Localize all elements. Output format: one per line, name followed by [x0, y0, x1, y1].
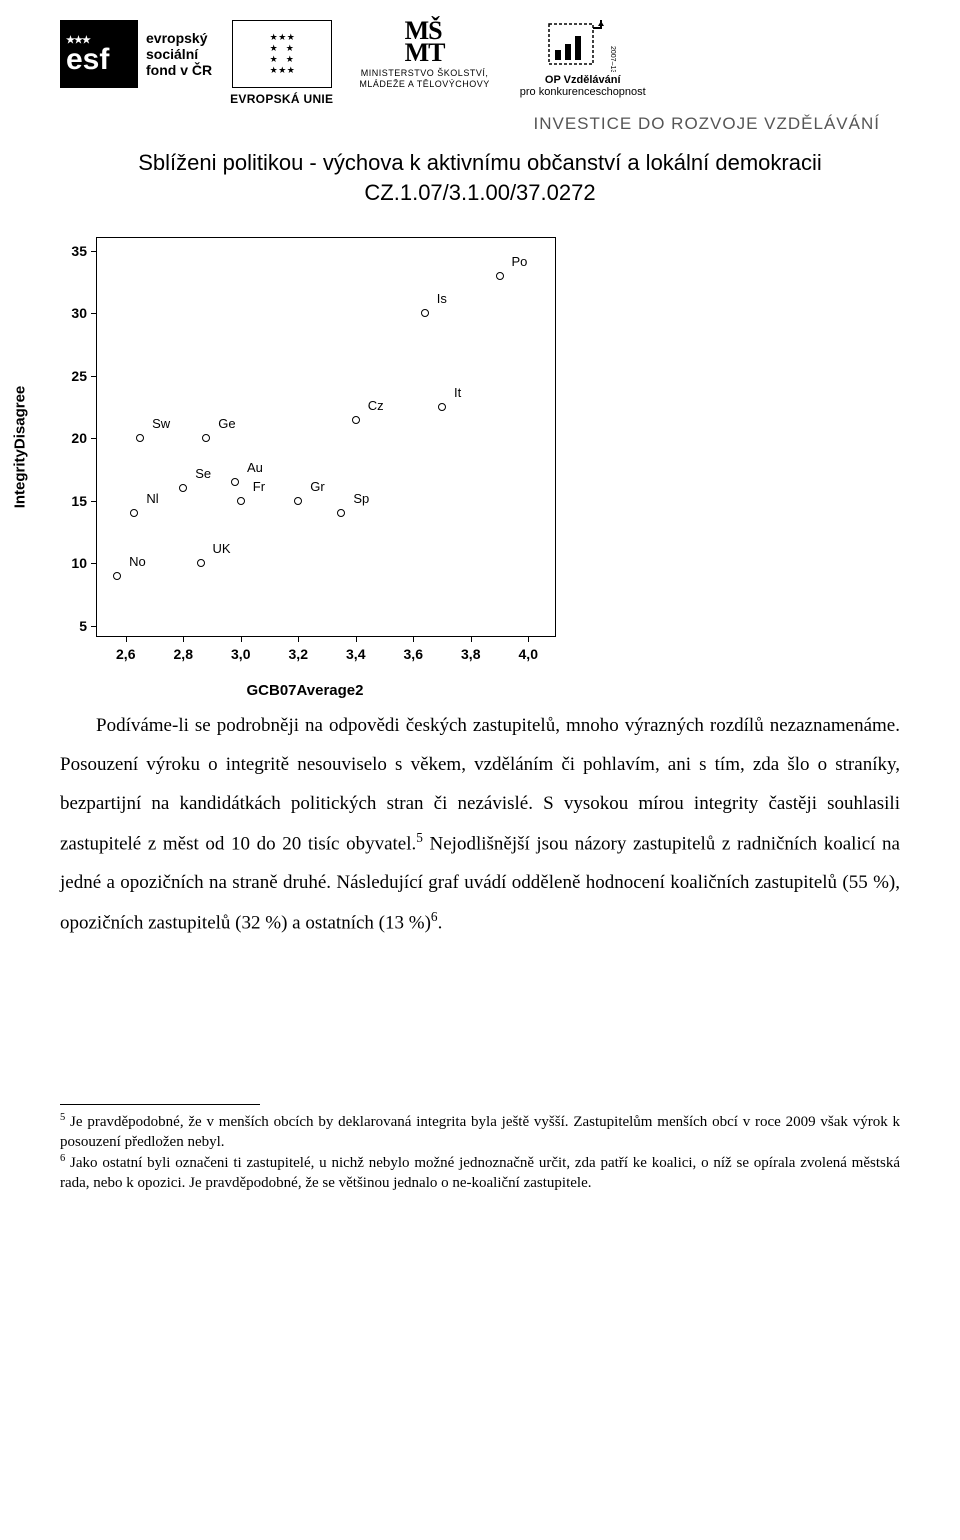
esf-text: evropský sociální fond v ČR: [146, 30, 212, 78]
data-point: [231, 478, 239, 486]
y-tick-label: 15: [63, 493, 87, 509]
project-title: Sblíženi politikou - výchova k aktivnímu…: [60, 148, 900, 207]
data-point-label: No: [129, 554, 146, 569]
footnotes: 5 Je pravděpodobné, že v menších obcích …: [60, 1111, 900, 1194]
page: ★★★ esf evropský sociální fond v ČR ★ ★ …: [0, 0, 960, 1234]
footnote-ref-5: 5: [416, 830, 423, 845]
footnote-ref-6: 6: [431, 909, 438, 924]
x-tick: [241, 636, 242, 642]
tagline: INVESTICE DO ROZVOJE VZDĚLÁVÁNÍ: [60, 114, 900, 134]
data-point: [237, 497, 245, 505]
data-point-label: Sp: [353, 491, 369, 506]
op-logo: 2007–13 OP Vzdělávání pro konkurencescho…: [520, 20, 646, 98]
x-tick: [126, 636, 127, 642]
y-tick: [91, 376, 97, 377]
esf-letters: esf: [66, 46, 109, 73]
x-tick: [183, 636, 184, 642]
x-tick: [356, 636, 357, 642]
op-icon: 2007–13: [543, 20, 623, 72]
data-point: [294, 497, 302, 505]
y-tick: [91, 313, 97, 314]
msmt-logotype: MŠMT: [405, 20, 445, 64]
data-point: [179, 484, 187, 492]
data-point: [352, 416, 360, 424]
data-point: [496, 272, 504, 280]
esf-logo: ★★★ esf evropský sociální fond v ČR: [60, 20, 212, 88]
y-tick: [91, 438, 97, 439]
eu-logo: ★ ★ ★★ ★★ ★★ ★ ★ EVROPSKÁ UNIE: [230, 20, 333, 106]
chart-plot-area: 51015202530352,62,83,03,23,43,63,84,0SwN…: [96, 237, 556, 637]
fn6-text: Jako ostatní byli označeni ti zastupitel…: [60, 1155, 900, 1191]
esf-line1: evropský: [146, 30, 212, 46]
x-tick-label: 3,8: [461, 646, 480, 662]
data-point-label: Nl: [146, 491, 158, 506]
scatter-chart: IntegrityDisagree 51015202530352,62,83,0…: [40, 227, 570, 667]
data-point-label: Po: [512, 254, 528, 269]
data-point-label: It: [454, 385, 461, 400]
y-tick-label: 25: [63, 368, 87, 384]
op-period-text: 2007–13: [609, 46, 616, 72]
data-point: [136, 434, 144, 442]
data-point-label: Se: [195, 466, 211, 481]
data-point: [197, 559, 205, 567]
data-point: [421, 309, 429, 317]
data-point-label: Fr: [253, 479, 265, 494]
x-tick-label: 2,6: [116, 646, 135, 662]
esf-square-icon: ★★★ esf: [60, 20, 138, 88]
body-text: Podíváme-li se podrobněji na odpovědi če…: [60, 707, 900, 943]
x-tick-label: 3,4: [346, 646, 365, 662]
footnote-separator: [60, 1104, 260, 1105]
y-tick: [91, 251, 97, 252]
data-point: [202, 434, 210, 442]
data-point: [337, 509, 345, 517]
data-point: [130, 509, 138, 517]
y-tick: [91, 563, 97, 564]
x-tick: [413, 636, 414, 642]
y-tick-label: 20: [63, 430, 87, 446]
data-point-label: Cz: [368, 398, 384, 413]
data-point-label: UK: [213, 541, 231, 556]
data-point-label: Ge: [218, 416, 235, 431]
esf-line2: sociální: [146, 46, 212, 62]
y-tick-label: 30: [63, 305, 87, 321]
x-tick-label: 3,0: [231, 646, 250, 662]
x-tick: [471, 636, 472, 642]
x-tick: [528, 636, 529, 642]
y-tick-label: 5: [63, 618, 87, 634]
x-tick: [298, 636, 299, 642]
x-tick-label: 3,2: [289, 646, 308, 662]
msmt-text: MINISTERSTVO ŠKOLSTVÍ, MLÁDEŽE A TĚLOVÝC…: [359, 68, 489, 89]
data-point-label: Sw: [152, 416, 170, 431]
data-point-label: Au: [247, 460, 263, 475]
y-tick: [91, 501, 97, 502]
y-tick-label: 35: [63, 243, 87, 259]
eu-flag-icon: ★ ★ ★★ ★★ ★★ ★ ★: [232, 20, 332, 88]
eu-label: EVROPSKÁ UNIE: [230, 92, 333, 106]
x-tick-label: 4,0: [519, 646, 538, 662]
data-point: [438, 403, 446, 411]
data-point-label: Is: [437, 291, 447, 306]
y-tick: [91, 626, 97, 627]
esf-line3: fond v ČR: [146, 62, 212, 78]
chart-y-label: IntegrityDisagree: [12, 386, 29, 509]
data-point-label: Gr: [310, 479, 324, 494]
x-tick-label: 2,8: [174, 646, 193, 662]
logo-row: ★★★ esf evropský sociální fond v ČR ★ ★ …: [60, 20, 900, 106]
op-text: OP Vzdělávání pro konkurenceschopnost: [520, 74, 646, 98]
data-point: [113, 572, 121, 580]
x-tick-label: 3,6: [404, 646, 423, 662]
chart-x-label: GCB07Average2: [246, 682, 363, 699]
y-tick-label: 10: [63, 555, 87, 571]
msmt-logo: MŠMT MINISTERSTVO ŠKOLSTVÍ, MLÁDEŽE A TĚ…: [359, 20, 489, 89]
fn5-text: Je pravděpodobné, že v menších obcích by…: [60, 1114, 900, 1150]
